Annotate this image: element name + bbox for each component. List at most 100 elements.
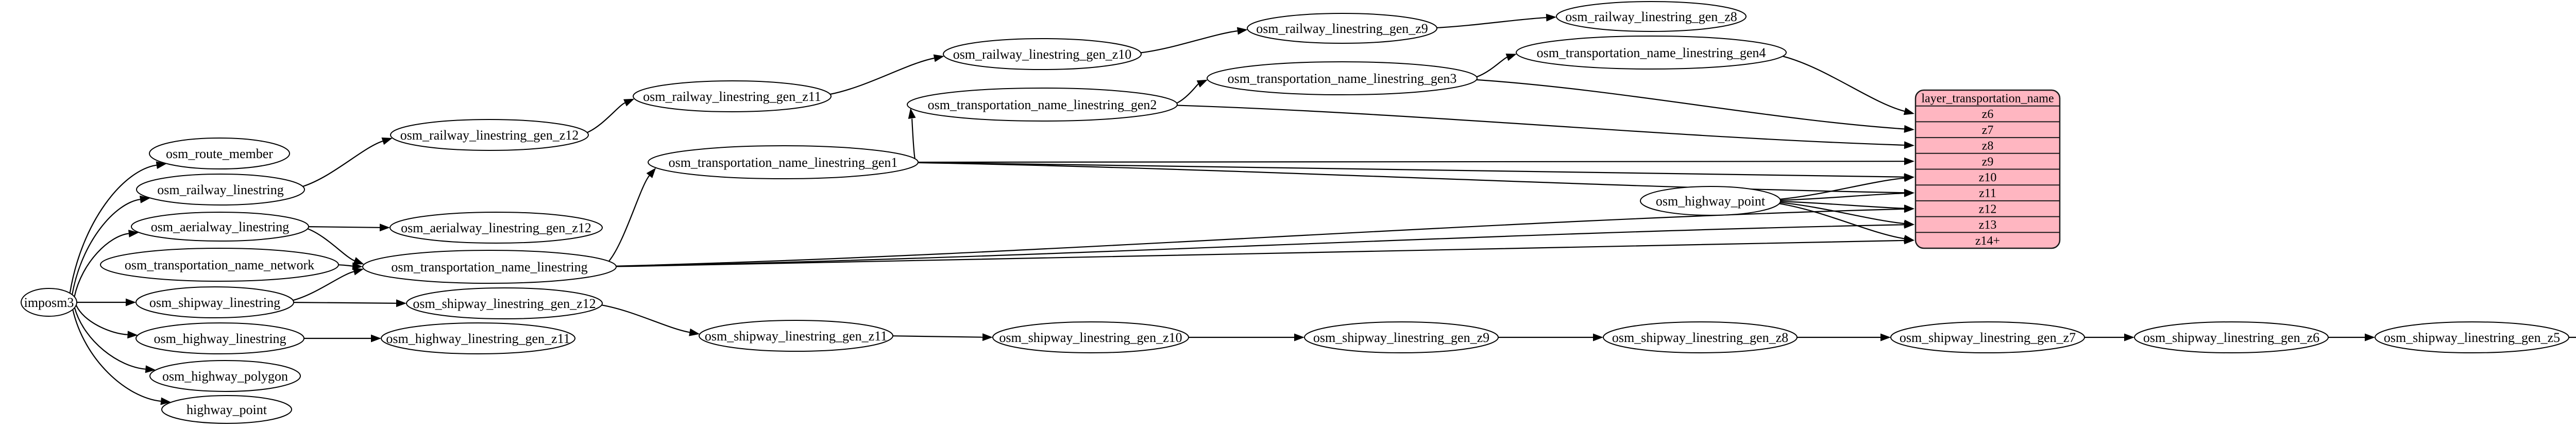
node-ellipse	[633, 80, 832, 112]
node-osm_shipway_linestring_gen_z7: osm_shipway_linestring_gen_z7	[1890, 321, 2085, 353]
node-ellipse	[992, 321, 1189, 353]
record-row-z14+: z14+	[1975, 234, 2000, 248]
node-osm_shipway_linestring_gen_z6: osm_shipway_linestring_gen_z6	[2134, 321, 2329, 353]
arrowhead-icon	[1903, 107, 1914, 115]
node-ellipse	[1890, 321, 2085, 353]
arrowhead-icon	[933, 54, 944, 62]
arrowhead-icon	[1294, 333, 1304, 341]
node-ellipse	[390, 119, 589, 151]
node-label-osm_shipway_linestring: osm_shipway_linestring	[149, 295, 280, 310]
record-row-z13: z13	[1979, 218, 1997, 232]
arrowhead-icon	[1546, 13, 1557, 22]
arrowhead-icon	[908, 108, 916, 119]
node-ellipse	[648, 145, 919, 179]
arrowhead-icon	[1904, 204, 1914, 213]
node-ellipse	[100, 248, 339, 282]
arrowhead-icon	[126, 298, 136, 306]
edge-osm_aerialway_linestring-to-osm_transportation_name_linestring	[307, 228, 355, 262]
node-label-osm_railway_linestring_gen_z8: osm_railway_linestring_gen_z8	[1565, 9, 1737, 24]
node-osm_transportation_name_linestring_gen1: osm_transportation_name_linestring_gen1	[648, 145, 919, 179]
edge-osm_transportation_name_linestring_gen2-to-z8	[1177, 105, 1905, 146]
arrowhead-icon	[1505, 54, 1517, 61]
edge-imposm3-to-osm_highway_linestring	[75, 305, 128, 335]
record-row-z9: z9	[1982, 155, 1994, 168]
record-row-z12: z12	[1979, 202, 1997, 216]
node-label-osm_highway_linestring_gen_z11: osm_highway_linestring_gen_z11	[386, 331, 570, 346]
node-label-osm_transportation_name_linestring_gen1: osm_transportation_name_linestring_gen1	[669, 155, 898, 170]
edge-osm_transportation_name_linestring-to-osm_transportation_name_linestring_gen1	[608, 175, 650, 262]
node-osm_railway_linestring_gen_z11: osm_railway_linestring_gen_z11	[633, 80, 832, 112]
edge-osm_highway_point-to-z13	[1780, 202, 1905, 225]
edge-imposm3-to-osm_aerialway_linestring	[74, 233, 129, 297]
node-ellipse	[1304, 321, 1499, 353]
record-layer_transportation_name: layer_transportation_name z6 z7 z8 z9 z10 z11 z…	[1914, 89, 2061, 249]
record-row-z8: z8	[1982, 140, 1994, 153]
node-label-osm_aerialway_linestring_gen_z12: osm_aerialway_linestring_gen_z12	[401, 220, 591, 235]
nodes: imposm3 osm_route_member osm_railway_lines…	[21, 1, 2569, 424]
edge-imposm3-to-osm_railway_linestring	[72, 199, 141, 295]
node-ellipse	[1603, 321, 1798, 353]
node-label-osm_shipway_linestring_gen_z11: osm_shipway_linestring_gen_z11	[705, 329, 887, 344]
arrowhead-icon	[982, 333, 993, 341]
edge-imposm3-to-osm_highway_polygon	[74, 307, 146, 370]
node-ellipse	[907, 88, 1178, 122]
node-label-osm_railway_linestring_gen_z12: osm_railway_linestring_gen_z12	[400, 128, 579, 143]
edge-osm_railway_linestring_gen_z9-to-osm_railway_linestring_gen_z8	[1436, 17, 1547, 28]
edge-osm_transportation_name_linestring_gen1-to-z11	[918, 162, 1905, 194]
arrowhead-icon	[623, 98, 635, 107]
record-title: layer_transportation_name	[1921, 92, 2054, 106]
node-label-osm_route_member: osm_route_member	[166, 146, 273, 161]
edge-osm_transportation_name_linestring_gen3-to-z7	[1476, 79, 1905, 130]
node-label-osm_shipway_linestring_gen_z8: osm_shipway_linestring_gen_z8	[1612, 330, 1788, 345]
edge-osm_transportation_name_linestring_gen3-to-osm_transportation_name_linestring_gen4	[1476, 57, 1507, 78]
edge-osm_transportation_name_linestring_gen1-to-z9	[918, 161, 1905, 163]
record-row-z6: z6	[1982, 108, 1994, 121]
node-ellipse	[1640, 186, 1781, 216]
node-label-osm_highway_point: osm_highway_point	[1656, 194, 1766, 209]
edge-osm_highway_point-to-z10	[1780, 177, 1905, 200]
node-osm_highway_point: osm_highway_point	[1640, 186, 1781, 216]
node-ellipse	[1207, 61, 1478, 95]
arrowhead-icon	[1593, 333, 1603, 341]
edge-osm_transportation_name_linestring_gen1-to-osm_transportation_name_linestring_gen2	[911, 117, 916, 159]
arrowhead-icon	[1904, 189, 1914, 197]
node-osm_aerialway_linestring: osm_aerialway_linestring	[131, 212, 309, 242]
arrowhead-icon	[381, 138, 393, 145]
node-label-osm_aerialway_linestring: osm_aerialway_linestring	[151, 219, 290, 234]
edge-imposm3-to-highway_point	[72, 309, 161, 402]
edge-osm_highway_point-to-z12	[1780, 201, 1905, 209]
edge-osm_transportation_name_linestring_gen4-to-z6	[1782, 56, 1905, 112]
arrowhead-icon	[646, 167, 656, 178]
node-label-osm_transportation_name_linestring_gen3: osm_transportation_name_linestring_gen3	[1228, 71, 1457, 86]
node-ellipse	[135, 322, 304, 354]
node-ellipse	[381, 322, 575, 354]
record-row-z10: z10	[1979, 171, 1997, 184]
node-osm_transportation_name_linestring_gen3: osm_transportation_name_linestring_gen3	[1207, 61, 1478, 95]
edge-osm_shipway_linestring_gen_z11-to-osm_shipway_linestring_gen_z10	[892, 335, 983, 338]
node-osm_shipway_linestring_gen_z5: osm_shipway_linestring_gen_z5	[2375, 321, 2569, 353]
node-osm_railway_linestring: osm_railway_linestring	[136, 174, 305, 206]
arrowhead-icon	[689, 328, 700, 336]
node-label-osm_railway_linestring_gen_z10: osm_railway_linestring_gen_z10	[953, 47, 1132, 62]
node-ellipse	[389, 212, 603, 244]
arrowhead-icon	[160, 397, 172, 405]
node-ellipse	[362, 250, 617, 284]
node-label-highway_point: highway_point	[187, 402, 267, 417]
node-osm_transportation_name_linestring_gen2: osm_transportation_name_linestring_gen2	[907, 88, 1178, 122]
arrowhead-icon	[1904, 235, 1914, 243]
node-label-osm_transportation_name_linestring_gen4: osm_transportation_name_linestring_gen4	[1537, 45, 1766, 60]
arrowhead-icon	[1904, 125, 1914, 133]
arrowhead-icon	[353, 257, 364, 265]
arrowhead-icon	[145, 365, 156, 373]
node-ellipse	[406, 287, 603, 319]
node-label-imposm3: imposm3	[24, 295, 74, 310]
node-osm_railway_linestring_gen_z10: osm_railway_linestring_gen_z10	[943, 38, 1142, 70]
node-ellipse	[21, 288, 77, 317]
arrowhead-icon	[1904, 219, 1914, 228]
edge-osm_highway_point-to-z14+	[1779, 203, 1905, 239]
edge-osm_aerialway_linestring-to-osm_aerialway_linestring_gen_z12	[308, 226, 380, 228]
node-imposm3: imposm3	[21, 288, 77, 317]
node-osm_transportation_name_linestring: osm_transportation_name_linestring	[362, 250, 617, 284]
